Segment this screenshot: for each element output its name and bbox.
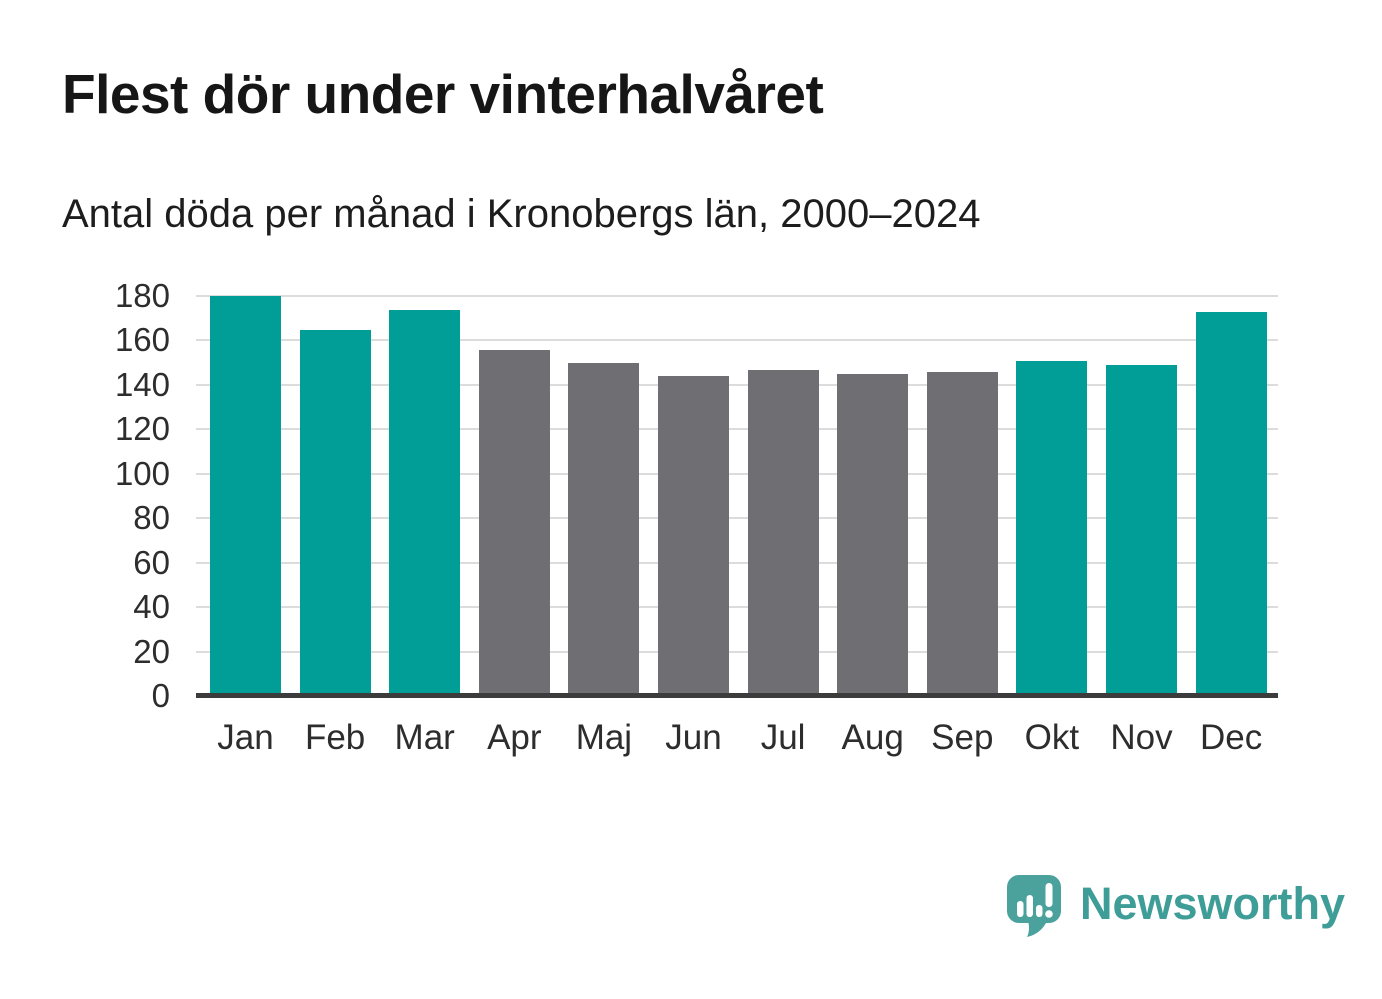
bar-nov bbox=[1106, 365, 1177, 694]
bar-jan bbox=[210, 296, 281, 694]
bar-okt bbox=[1016, 360, 1088, 694]
bar-sep bbox=[926, 371, 998, 694]
x-axis-label-sep: Sep bbox=[931, 718, 994, 757]
x-axis-label-nov: Nov bbox=[1110, 718, 1173, 757]
logo-bar-3 bbox=[1036, 905, 1043, 917]
gridline-160 bbox=[196, 339, 1278, 342]
bar-jul bbox=[747, 369, 819, 694]
x-axis-label-dec: Dec bbox=[1199, 718, 1263, 757]
y-axis-label-60: 60 bbox=[133, 543, 170, 581]
logo-bar-2 bbox=[1026, 895, 1033, 917]
y-axis-label-100: 100 bbox=[114, 454, 170, 492]
y-axis-label-120: 120 bbox=[114, 410, 170, 448]
y-axis-label-180: 180 bbox=[114, 277, 170, 314]
x-axis-label-aug: Aug bbox=[841, 718, 904, 757]
x-axis-label-apr: Apr bbox=[487, 718, 542, 757]
gridline-140 bbox=[196, 383, 1278, 386]
newsworthy-wordmark: Newsworthy bbox=[1080, 878, 1346, 929]
gridline-180 bbox=[196, 295, 1278, 297]
x-axis-label-maj: Maj bbox=[575, 718, 633, 757]
gridline-20 bbox=[196, 650, 1278, 653]
chart-subtitle: Antal döda per månad i Kronobergs län, 2… bbox=[62, 192, 981, 236]
logo-exclamation-stem bbox=[1045, 883, 1053, 907]
x-axis-line bbox=[196, 693, 1278, 698]
x-axis-label-okt: Okt bbox=[1024, 718, 1080, 757]
chart-title: Flest dör under vinterhalvåret bbox=[62, 63, 824, 125]
x-axis-label-mar: Mar bbox=[394, 718, 455, 757]
bar-mar bbox=[389, 309, 461, 694]
y-axis-label-20: 20 bbox=[133, 632, 170, 670]
x-axis-label-jul: Jul bbox=[760, 718, 806, 757]
logo-exclamation-dot bbox=[1045, 910, 1053, 918]
newsworthy-logo-icon bbox=[1007, 875, 1061, 937]
bar-dec bbox=[1195, 311, 1267, 694]
x-axis-label-jun: Jun bbox=[665, 718, 722, 757]
bar-chart-plot-area bbox=[196, 295, 1278, 698]
gridline-120 bbox=[196, 428, 1278, 431]
bar-feb bbox=[299, 329, 371, 694]
y-axis-label-40: 40 bbox=[133, 588, 170, 626]
gridline-100 bbox=[196, 472, 1278, 475]
bar-maj bbox=[568, 362, 640, 694]
y-axis-label-0: 0 bbox=[151, 677, 170, 714]
gridline-40 bbox=[196, 606, 1278, 609]
bar-jun bbox=[658, 376, 729, 694]
bar-aug bbox=[837, 374, 909, 694]
y-axis-label-160: 160 bbox=[114, 321, 170, 359]
y-axis-label-80: 80 bbox=[133, 499, 170, 537]
newsworthy-branding: Newsworthy bbox=[1006, 874, 1345, 944]
gridline-60 bbox=[196, 561, 1278, 564]
bar-apr bbox=[478, 349, 550, 694]
x-axis-label-jan: Jan bbox=[217, 718, 274, 757]
logo-bar-1 bbox=[1017, 901, 1024, 917]
gridline-80 bbox=[196, 517, 1278, 520]
y-axis-label-140: 140 bbox=[114, 365, 170, 403]
x-axis-label-feb: Feb bbox=[304, 718, 366, 757]
